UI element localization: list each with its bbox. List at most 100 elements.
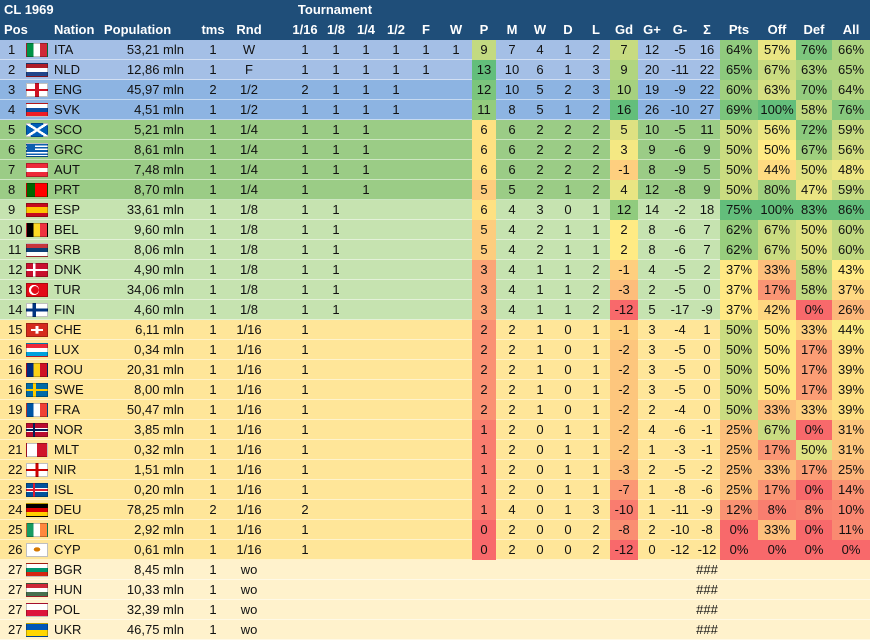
cell-t116[interactable]: 1 — [301, 402, 309, 417]
cell-tw[interactable] — [442, 340, 470, 360]
cell-tf[interactable] — [412, 240, 440, 260]
cell-tw[interactable] — [442, 200, 470, 220]
cell-tms[interactable]: 1 — [209, 602, 217, 617]
cell-all[interactable]: 39% — [832, 380, 870, 400]
cell-nation[interactable]: MLT — [54, 442, 80, 457]
cell-tf[interactable] — [412, 160, 440, 180]
cell-tf[interactable] — [412, 80, 440, 100]
cell-rnd[interactable]: 1/16 — [236, 462, 262, 477]
cell-tms[interactable]: 1 — [209, 322, 217, 337]
cell-l[interactable]: 2 — [592, 282, 600, 297]
cell-m[interactable]: 4 — [508, 222, 516, 237]
cell-population[interactable]: 7,48 mln — [134, 162, 184, 177]
cell-def[interactable]: 58% — [796, 280, 832, 300]
cell-population[interactable]: 4,60 mln — [134, 302, 184, 317]
cell-t18[interactable] — [322, 380, 350, 400]
cell-def[interactable] — [796, 580, 832, 600]
cell-all[interactable]: 76% — [832, 100, 870, 120]
cell-d[interactable]: 2 — [564, 122, 572, 137]
cell-sum[interactable]: -2 — [701, 462, 713, 477]
cell-population[interactable]: 0,20 mln — [134, 482, 184, 497]
cell-pos[interactable]: 13 — [8, 282, 23, 297]
table-row[interactable]: 22 NIR 1,51 mln 1 1/16 1 1 2 0 1 1 -3 2 -5 -2 25% 33% 17%… — [0, 460, 870, 480]
cell-tms[interactable]: 1 — [209, 462, 217, 477]
cell-t18[interactable]: 1 — [332, 282, 340, 297]
cell-w[interactable]: 2 — [536, 142, 544, 157]
cell-w[interactable]: 0 — [536, 502, 544, 517]
cell-population[interactable]: 8,00 mln — [134, 382, 184, 397]
cell-m[interactable]: 2 — [508, 482, 516, 497]
cell-m[interactable]: 6 — [508, 162, 516, 177]
cell-gm[interactable]: -5 — [674, 42, 686, 57]
cell-tms[interactable]: 1 — [209, 102, 217, 117]
cell-l[interactable]: 3 — [592, 82, 600, 97]
cell-t116[interactable]: 1 — [301, 422, 309, 437]
cell-population[interactable]: 5,21 mln — [134, 122, 184, 137]
cell-d[interactable]: 0 — [564, 362, 572, 377]
cell-population[interactable]: 50,47 mln — [126, 402, 184, 417]
cell-l[interactable]: 1 — [592, 322, 600, 337]
cell-p[interactable]: 12 — [472, 80, 496, 100]
cell-all[interactable]: 11% — [832, 520, 870, 540]
column-header-def[interactable]: Def — [803, 22, 825, 37]
cell-nation[interactable]: IRL — [54, 522, 75, 537]
cell-m[interactable]: 2 — [508, 422, 516, 437]
cell-tf[interactable] — [412, 580, 440, 600]
cell-gp[interactable]: 4 — [648, 422, 656, 437]
column-header-rnd[interactable]: Rnd — [236, 22, 262, 37]
cell-p[interactable]: 3 — [472, 260, 496, 280]
cell-pos[interactable]: 16 — [8, 362, 23, 377]
cell-off[interactable] — [758, 600, 796, 620]
column-header-gp[interactable]: G+ — [643, 22, 661, 37]
cell-nation[interactable]: FRA — [54, 402, 80, 417]
cell-t116[interactable]: 1 — [301, 442, 309, 457]
cell-sum[interactable]: -9 — [701, 302, 713, 317]
cell-t12[interactable] — [382, 280, 410, 300]
cell-t116[interactable]: 1 — [301, 122, 309, 137]
cell-sum[interactable]: 22 — [699, 82, 715, 97]
cell-off[interactable]: 50% — [758, 140, 796, 160]
cell-t12[interactable] — [382, 120, 410, 140]
cell-pts[interactable]: 50% — [720, 360, 758, 380]
cell-pts[interactable]: 0% — [720, 540, 758, 560]
cell-t116[interactable] — [290, 600, 320, 620]
cell-pos[interactable]: 1 — [8, 42, 16, 57]
cell-gm[interactable]: -12 — [670, 542, 690, 557]
cell-tf[interactable] — [412, 100, 440, 120]
cell-population[interactable]: 9,60 mln — [134, 222, 184, 237]
cell-nation[interactable]: SVK — [54, 102, 81, 117]
cell-d[interactable] — [554, 580, 582, 600]
cell-t14[interactable] — [352, 260, 380, 280]
cell-rnd[interactable]: 1/8 — [239, 282, 259, 297]
cell-gd[interactable] — [610, 560, 638, 580]
cell-off[interactable]: 33% — [758, 400, 796, 420]
cell-tw[interactable] — [442, 360, 470, 380]
cell-w[interactable]: 4 — [536, 42, 544, 57]
cell-tw[interactable] — [442, 620, 470, 640]
cell-tf[interactable]: 1 — [422, 62, 430, 77]
cell-def[interactable]: 0% — [796, 300, 832, 320]
cell-t14[interactable] — [352, 280, 380, 300]
cell-t116[interactable]: 1 — [301, 142, 309, 157]
cell-l[interactable]: 1 — [592, 482, 600, 497]
cell-pts[interactable]: 64% — [720, 40, 758, 60]
cell-l[interactable]: 1 — [592, 402, 600, 417]
cell-m[interactable] — [498, 620, 526, 640]
cell-tw[interactable]: 1 — [452, 42, 460, 57]
cell-l[interactable]: 1 — [592, 242, 600, 257]
cell-gm[interactable]: -5 — [674, 262, 686, 277]
cell-nation[interactable]: AUT — [54, 162, 80, 177]
cell-population[interactable]: 0,61 mln — [134, 542, 184, 557]
cell-nation[interactable]: SRB — [54, 242, 81, 257]
cell-t12[interactable] — [382, 180, 410, 200]
cell-pos[interactable]: 20 — [8, 422, 23, 437]
cell-t14[interactable] — [352, 580, 380, 600]
cell-m[interactable]: 2 — [508, 522, 516, 537]
cell-nation[interactable]: UKR — [54, 622, 82, 637]
cell-pts[interactable]: 50% — [720, 160, 758, 180]
cell-t18[interactable] — [322, 340, 350, 360]
cell-population[interactable]: 0,34 mln — [134, 342, 184, 357]
column-header-m[interactable]: M — [506, 22, 518, 37]
cell-def[interactable]: 17% — [796, 460, 832, 480]
cell-tf[interactable] — [412, 360, 440, 380]
